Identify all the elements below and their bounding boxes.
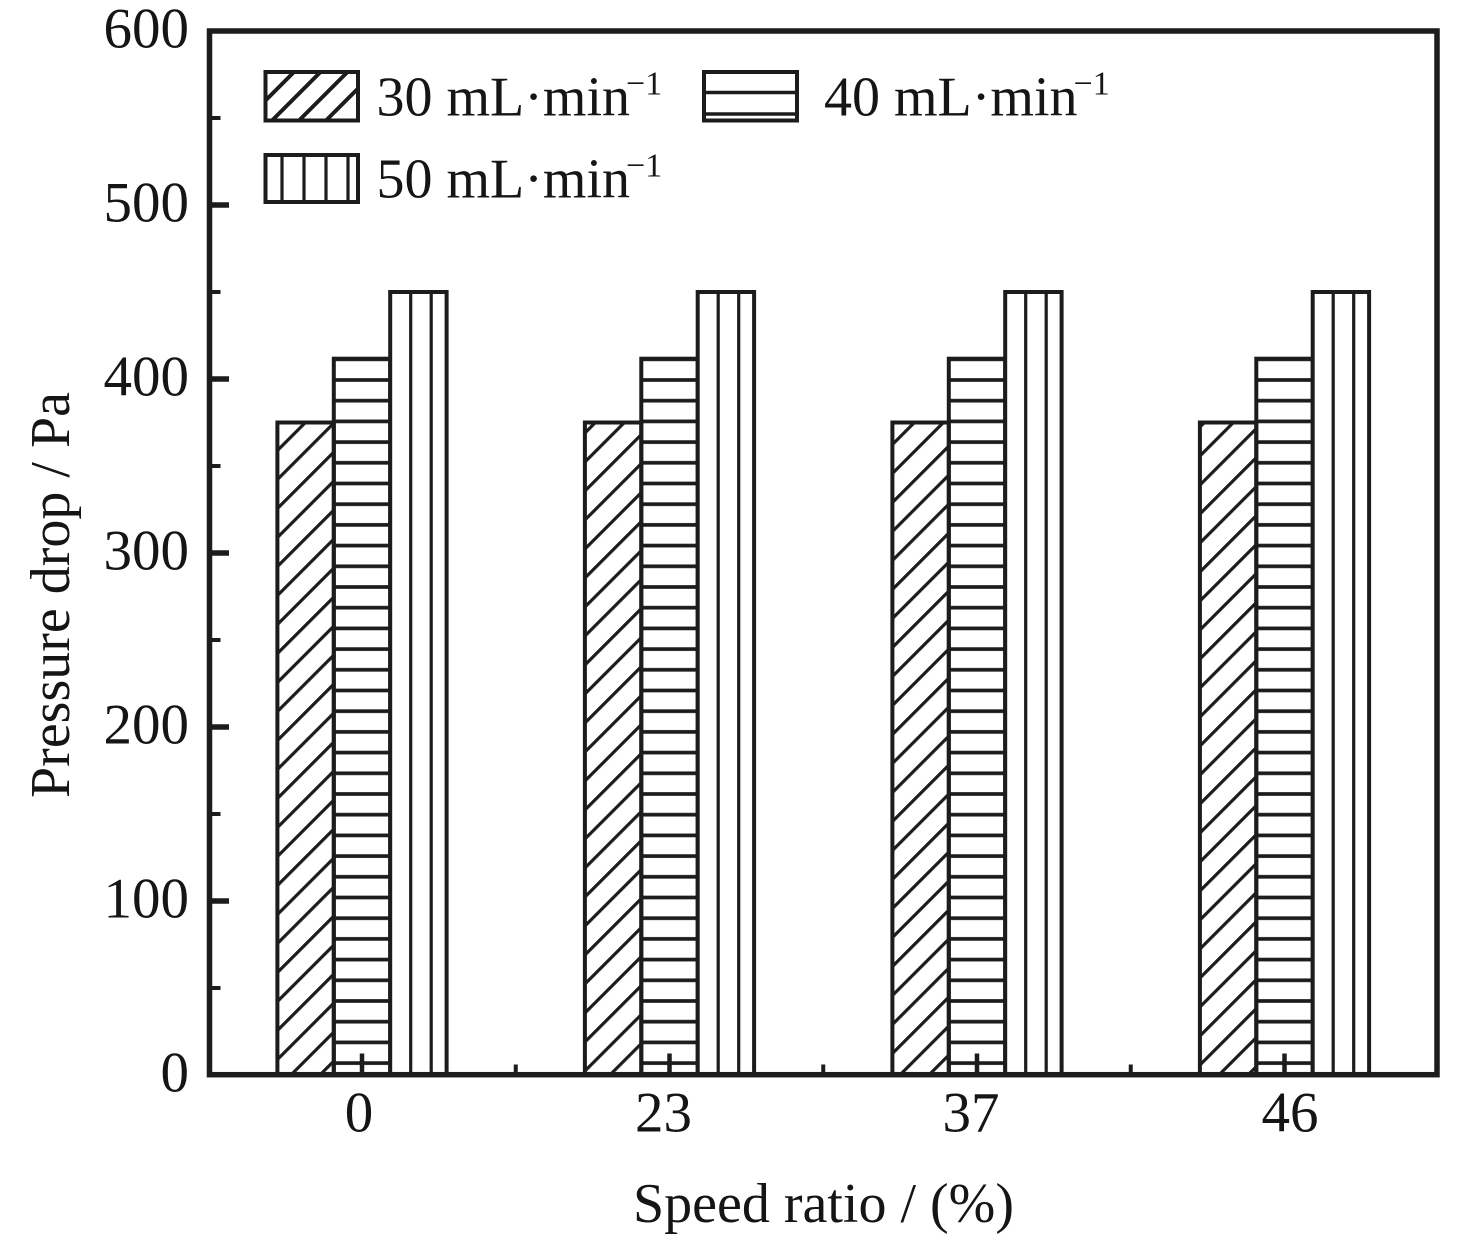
svg-text:30 mL·min−1: 30 mL·min−1 [377,66,663,129]
svg-text:50 mL·min−1: 50 mL·min−1 [377,148,663,211]
svg-text:0: 0 [161,1042,190,1105]
svg-text:Speed ratio / (%): Speed ratio / (%) [633,1173,1014,1235]
svg-text:40 mL·min−1: 40 mL·min−1 [824,66,1110,129]
svg-text:300: 300 [104,520,190,583]
svg-text:23: 23 [635,1082,692,1145]
svg-text:600: 600 [104,0,190,61]
svg-text:Pressure drop / Pa: Pressure drop / Pa [20,392,82,798]
svg-text:0: 0 [345,1082,374,1145]
svg-text:46: 46 [1262,1082,1319,1145]
svg-text:200: 200 [104,694,190,757]
svg-text:37: 37 [943,1082,1000,1145]
svg-text:400: 400 [104,346,190,409]
svg-text:100: 100 [104,868,190,931]
svg-text:500: 500 [104,172,190,235]
